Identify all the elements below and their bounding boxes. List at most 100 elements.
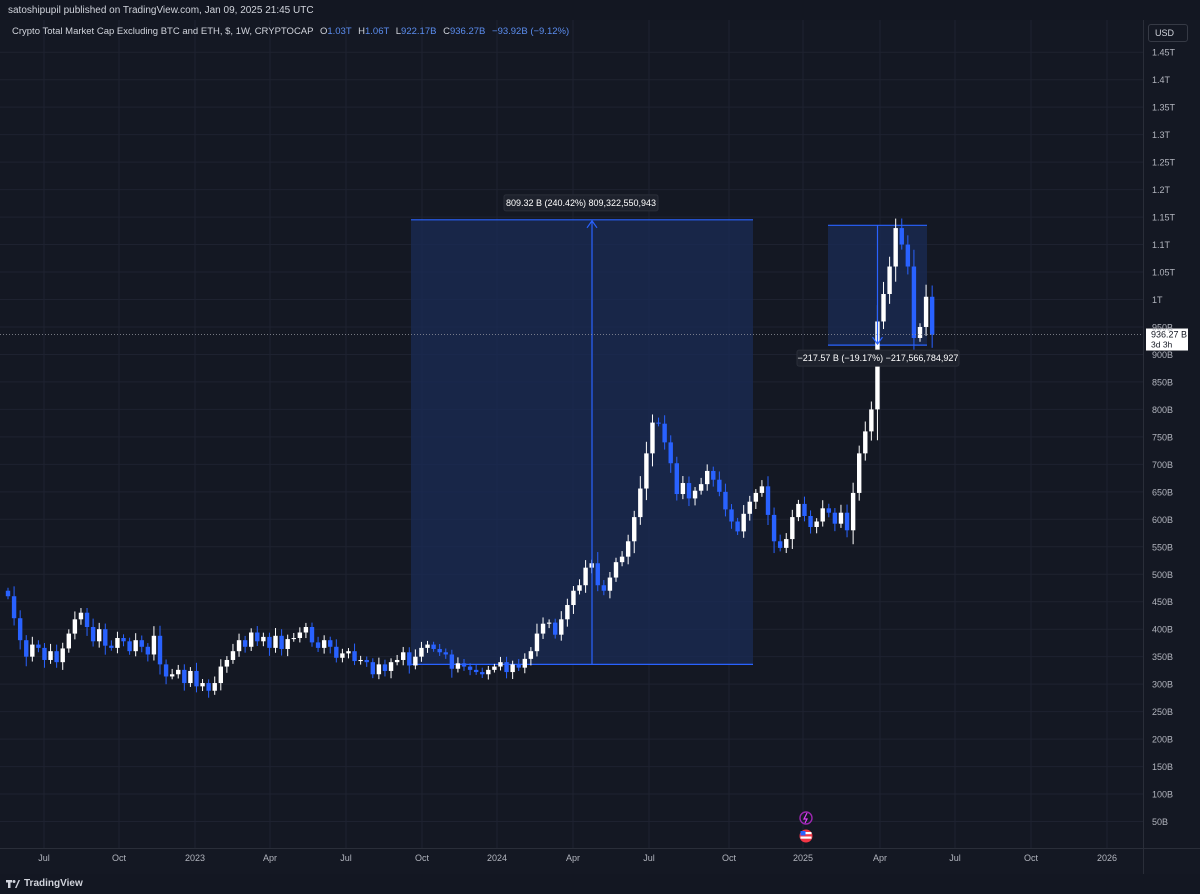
high-value: 1.06T (364, 26, 390, 37)
x-tick-label: Apr (566, 853, 580, 863)
y-tick-label: 1.15T (1152, 213, 1176, 223)
candle-body (437, 648, 442, 653)
candle-body (376, 664, 382, 675)
candle-body (127, 641, 132, 652)
y-tick-label: 50B (1152, 817, 1168, 827)
candle-body (157, 635, 163, 665)
candle-body (218, 666, 223, 684)
candle-body (103, 629, 108, 646)
candle-body (261, 636, 266, 642)
candle-body (802, 503, 807, 517)
candle-body (425, 644, 430, 648)
y-tick-label: 850B (1152, 377, 1173, 387)
candle-body (765, 486, 771, 515)
candle-body (328, 640, 333, 647)
candle-body (814, 521, 819, 527)
candle-body (24, 640, 29, 657)
candle-body (249, 632, 254, 647)
candle-body (504, 662, 509, 673)
last-price-label: 936.27 B (1151, 330, 1187, 340)
candle-body (473, 669, 479, 673)
symbol-legend: Crypto Total Market Cap Excluding BTC an… (12, 26, 569, 37)
candle-body (388, 662, 394, 671)
candle-body (619, 556, 625, 563)
measure-range-box (411, 219, 753, 665)
candle-body (151, 635, 157, 655)
candle-body (242, 640, 248, 647)
candle-body (808, 516, 813, 527)
tradingview-logo-icon (6, 880, 20, 888)
candle-body (577, 585, 582, 591)
measure-arrow-head (586, 219, 598, 229)
y-tick-label: 250B (1152, 707, 1173, 717)
candle-body (553, 622, 558, 635)
candle-body (382, 664, 388, 671)
y-tick-label: 1.45T (1152, 48, 1176, 58)
candle-body (66, 633, 71, 649)
candle-body (522, 658, 527, 668)
candle-body (443, 652, 448, 655)
y-tick-label: 700B (1152, 460, 1173, 470)
candle-body (78, 612, 84, 620)
price-axis: 1.45T 1.4T 1.35T 1.3T 1.25T 1.2T 1.15T 1.1T 1.05… (1143, 20, 1176, 874)
x-tick-label: Oct (1024, 853, 1039, 863)
candle-body (267, 636, 272, 648)
currency-button[interactable]: USD (1148, 24, 1188, 42)
x-tick-label: 2023 (185, 853, 205, 863)
candle-body (680, 483, 686, 495)
candle-body (206, 683, 211, 691)
candle-body (139, 640, 144, 647)
candle-body (200, 683, 205, 687)
candle-body (486, 669, 491, 675)
candle-body (72, 619, 78, 634)
candle-body (759, 486, 765, 493)
candle-body (11, 596, 17, 619)
y-tick-label: 300B (1152, 680, 1173, 690)
candle-body (820, 508, 825, 522)
candle-body (413, 656, 418, 666)
candle-body (559, 619, 564, 635)
candle-body (516, 664, 521, 668)
measure-label-box (503, 194, 659, 212)
candle-body (540, 623, 546, 634)
y-tick-label: 1.25T (1152, 158, 1176, 168)
candle-body (698, 484, 704, 491)
candle-body (121, 637, 126, 642)
last-price-tag (1146, 328, 1188, 351)
candle-body (291, 637, 296, 640)
y-tick-label: 800B (1152, 405, 1173, 415)
candle-body (644, 453, 649, 489)
y-tick-label: 150B (1152, 762, 1173, 772)
candle-body (601, 585, 607, 591)
x-tick-label: Jul (38, 853, 50, 863)
candle-body (133, 640, 138, 652)
candle-body (97, 629, 102, 642)
candle-body (863, 431, 868, 454)
candle-body (169, 674, 175, 677)
candle-body (285, 639, 290, 649)
close-value: 936.27B (449, 26, 486, 37)
candle-body (869, 409, 874, 432)
candle-body (42, 647, 47, 660)
y-tick-label: 600B (1152, 515, 1173, 525)
candle-body (881, 294, 886, 322)
candle-body (668, 442, 673, 464)
candle-body (182, 669, 187, 684)
candle-body (340, 653, 345, 658)
candle-body (145, 646, 151, 655)
candle-body (632, 517, 637, 542)
measure-label-box (796, 349, 960, 367)
candle-body (790, 517, 795, 540)
candle-body (315, 642, 321, 648)
candle-body (534, 633, 540, 652)
candle-body (857, 453, 862, 493)
time-axis: Jul Oct 2023 Apr Jul Oct 2024 Apr Jul Oct 2025 Apr J… (0, 848, 1200, 863)
candle-body (899, 228, 904, 245)
candle-body (90, 627, 96, 642)
y-tick-label: 1.35T (1152, 103, 1176, 113)
candle-body (832, 512, 838, 524)
candle-body (498, 662, 503, 667)
candle-body (510, 664, 515, 673)
candle-body (5, 590, 11, 597)
